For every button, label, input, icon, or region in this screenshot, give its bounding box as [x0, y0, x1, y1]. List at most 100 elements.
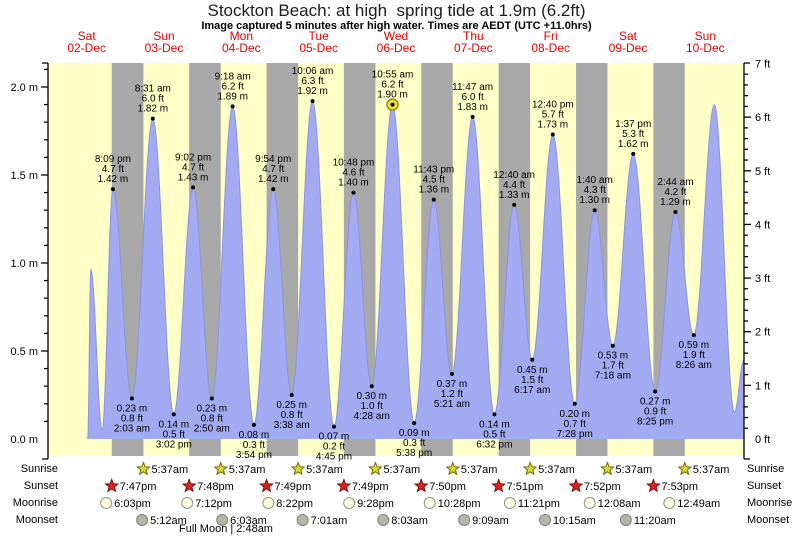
tide-extreme-dot [191, 185, 196, 190]
sunset-time: 7:47pm [120, 481, 157, 493]
day-labels: Sat02-DecSun03-DecMon04-DecTue05-DecWed0… [67, 29, 724, 55]
moonrise-icon [100, 497, 113, 509]
sunset-icon [181, 478, 197, 493]
sunrise-icon [600, 461, 615, 476]
sunrise-time: 5:37am [538, 464, 575, 476]
sunrise-time: 5:37am [383, 464, 420, 476]
tide-extreme-dot [171, 412, 176, 417]
sunset-time: 7:49pm [352, 481, 389, 493]
tide-extreme-dot [110, 187, 115, 192]
y-axis-right-tick-label: 2 ft [755, 327, 770, 339]
moonrise-row-label-left: Moonrise [12, 497, 58, 509]
tide-extreme-label: 0.23 m 0.8 ft 2:50 am [194, 404, 230, 435]
tide-extreme-dot [572, 401, 577, 406]
tide-extreme-dot [412, 421, 417, 426]
tide-extreme-label: 0.25 m 0.8 ft 3:38 am [274, 400, 310, 431]
tide-extreme-dot [610, 343, 615, 348]
sunrise-row-label-left: Sunrise [20, 463, 58, 475]
tide-extreme-dot [390, 102, 395, 107]
sunset-time: 7:51pm [507, 481, 544, 493]
day-of-week-label: Tue [309, 29, 330, 43]
moonset-time: 10:15am [553, 515, 596, 527]
day-of-week-label: Sun [153, 29, 174, 43]
moonrise-row-label-right: Moonrise [747, 497, 793, 509]
sunset-icon [258, 478, 274, 493]
tide-extreme-dot [592, 208, 597, 213]
sunset-icon [104, 478, 120, 493]
sunrise-time: 5:37am [461, 464, 498, 476]
tide-extreme-label: 0.53 m 1.7 ft 7:18 am [595, 351, 631, 382]
sunset-row-label-right: Sunset [747, 480, 782, 492]
tide-extreme-label: 2:44 am 4.2 ft 1.29 m [657, 177, 693, 208]
day-of-week-label: Sat [619, 29, 638, 43]
day-of-week-label: Mon [230, 29, 253, 43]
tide-extreme-dot [431, 197, 436, 202]
moonset-icon [296, 514, 309, 526]
moonrise-time: 7:12pm [195, 498, 232, 510]
moonrise-icon [663, 497, 676, 509]
moonset-time: 9:09am [472, 515, 509, 527]
sunset-row-label-left: Sunset [23, 480, 58, 492]
tide-extreme-label: 10:55 am 6.2 ft 1.90 m [372, 70, 414, 101]
moonset-row-label-right: Moonset [747, 514, 790, 526]
tide-extreme-label: 12:40 pm 5.7 ft 1.73 m [532, 100, 574, 131]
sunset-time: 7:48pm [197, 481, 234, 493]
tide-extreme-dot [631, 151, 636, 156]
day-date-label: 05-Dec [299, 41, 338, 55]
tide-extreme-dot [251, 422, 256, 427]
tide-extreme-dot [512, 202, 517, 207]
y-axis-left-tick-label: 0.5 m [10, 346, 38, 358]
sunrise-icon [522, 461, 538, 476]
y-axis-right-tick-label: 6 ft [755, 112, 770, 124]
sun-moon-rows: 5:37am 5:37am 5:37am 5:37am 5:37am 5:37am 5:37… [100, 461, 730, 527]
moonrise-time: 10:28pm [438, 498, 481, 510]
tide-extreme-dot [470, 114, 475, 119]
moonrise-time: 12:08am [598, 498, 641, 510]
sunset-icon [413, 478, 429, 493]
sunset-icon [645, 478, 661, 493]
y-axis-right-tick-label: 7 ft [755, 58, 770, 70]
tide-extreme-dot [331, 424, 336, 429]
tide-extreme-label: 0.14 m 0.5 ft 3:02 pm [156, 419, 192, 450]
sunrise-icon [445, 461, 461, 476]
axes: 0.0 m 0.5 m 1.0 m 1.5 m 2.0 m 0 ft 1 ft 2 ft 3 f… [10, 58, 770, 460]
day-of-week-label: Fri [544, 29, 558, 43]
y-axis-right-tick-label: 5 ft [755, 166, 770, 178]
sunrise-row-label-right: Sunrise [747, 463, 785, 475]
tide-extreme-label: 0.14 m 0.5 ft 6:32 pm [476, 419, 512, 450]
tide-extreme-dot [150, 116, 155, 121]
sunrise-time: 5:37am [693, 464, 730, 476]
tide-extreme-label: 1:37 pm 5.3 ft 1.62 m [615, 119, 651, 150]
day-of-week-label: Thu [463, 29, 484, 43]
tide-extreme-dot [230, 104, 235, 109]
moonset-icon [377, 514, 390, 526]
day-date-label: 04-Dec [222, 41, 261, 55]
tide-extreme-dot [653, 389, 658, 394]
tide-extreme-label: 11:43 pm 4.5 ft 1.36 m [413, 165, 454, 196]
moonrise-time: 12:49am [677, 498, 720, 510]
tide-extreme-label: 9:02 pm 4.7 ft 1.43 m [175, 152, 211, 183]
moonset-icon [539, 514, 552, 526]
moonrise-time: 9:28pm [357, 498, 394, 510]
y-axis-left-tick-label: 1.0 m [10, 258, 38, 270]
chart-subtitle: Image captured 5 minutes after high wate… [201, 20, 592, 32]
tide-extreme-label: 0.45 m 1.5 ft 6:17 am [514, 365, 550, 396]
y-axis-left-tick-label: 1.5 m [10, 170, 38, 182]
tide-extreme-dot [271, 187, 276, 192]
y-axis-left-tick-label: 2.0 m [10, 82, 38, 94]
y-axis-right-tick-label: 0 ft [755, 434, 770, 446]
sunrise-icon [290, 461, 306, 476]
moonset-icon [136, 514, 149, 526]
sunset-time: 7:53pm [661, 481, 698, 493]
tide-extreme-label: 1:40 am 4.3 ft 1.30 m [577, 175, 613, 206]
tide-extreme-label: 8:31 am 6.0 ft 1.82 m [135, 84, 171, 115]
tide-extreme-label: 10:48 pm 4.6 ft 1.40 m [333, 158, 375, 189]
tide-extreme-dot [550, 132, 555, 137]
y-axis-right-tick-label: 1 ft [755, 380, 770, 392]
moonset-icon [619, 514, 632, 526]
moonrise-time: 11:21pm [518, 498, 560, 510]
moonset-time: 7:01am [311, 515, 348, 527]
moonrise-icon [181, 497, 194, 509]
tide-extreme-label: 0.27 m 0.9 ft 8:25 pm [637, 396, 673, 427]
